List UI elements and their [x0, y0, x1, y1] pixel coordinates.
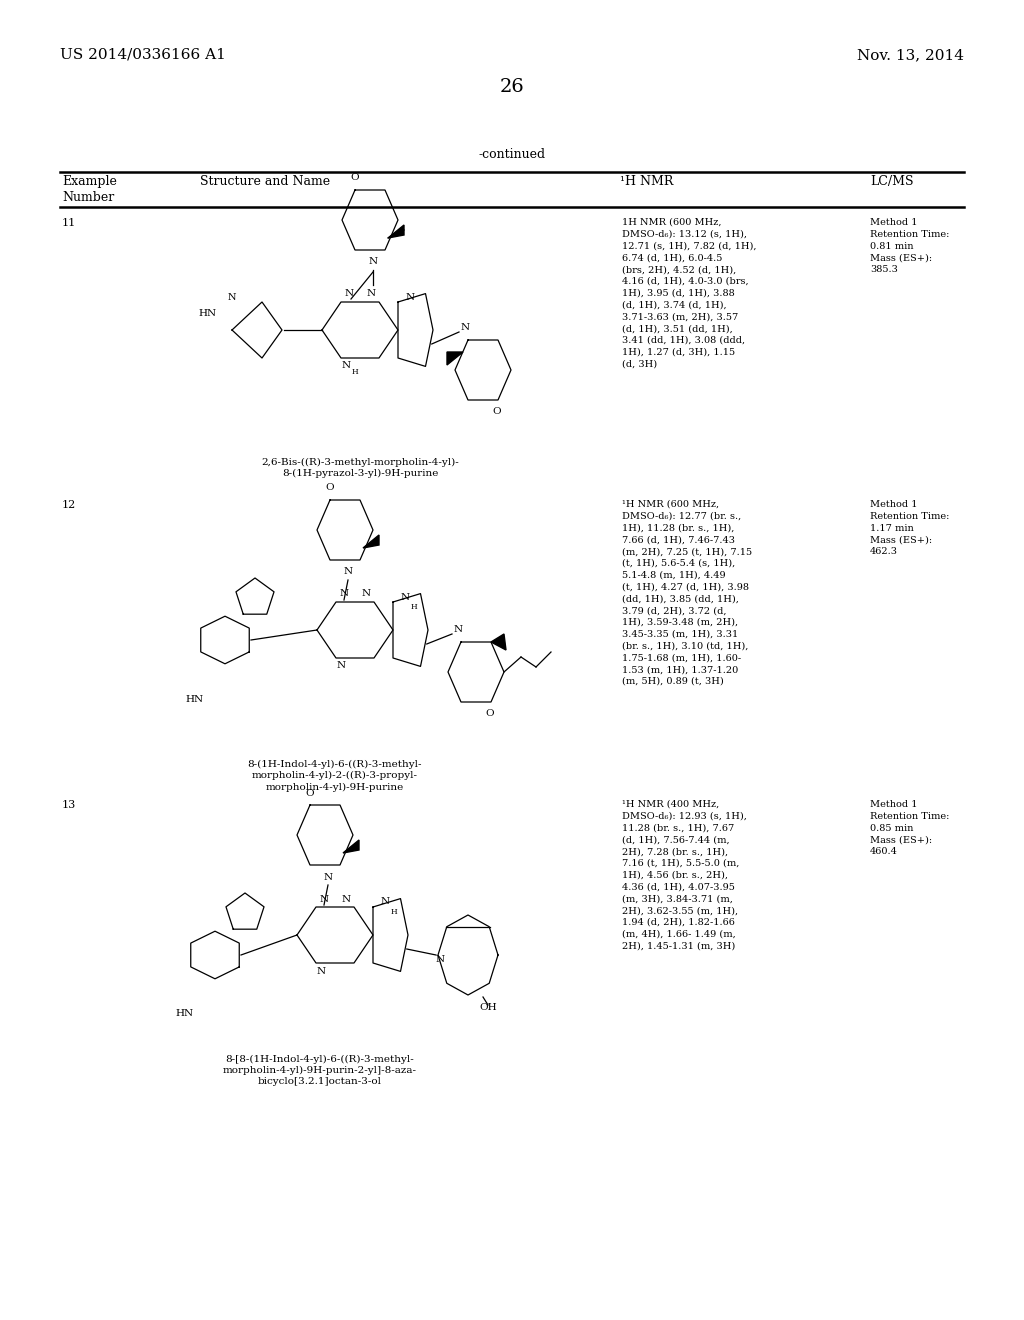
Text: ¹H NMR (600 MHz,
DMSO-d₆): 12.77 (br. s.,
1H), 11.28 (br. s., 1H),
7.66 (d, 1H),: ¹H NMR (600 MHz, DMSO-d₆): 12.77 (br. s.…	[622, 500, 752, 686]
Text: Method 1
Retention Time:
0.81 min
Mass (ES+):
385.3: Method 1 Retention Time: 0.81 min Mass (…	[870, 218, 949, 275]
Text: N: N	[381, 898, 390, 907]
Text: OH: OH	[479, 1002, 497, 1011]
Text: N: N	[361, 590, 371, 598]
Text: 26: 26	[500, 78, 524, 96]
Text: O: O	[326, 483, 334, 492]
Text: LC/MS: LC/MS	[870, 176, 913, 187]
Text: Method 1
Retention Time:
1.17 min
Mass (ES+):
462.3: Method 1 Retention Time: 1.17 min Mass (…	[870, 500, 949, 556]
Text: N: N	[454, 626, 463, 635]
Text: Nov. 13, 2014: Nov. 13, 2014	[857, 48, 964, 62]
Text: N: N	[316, 966, 326, 975]
Text: H: H	[390, 908, 397, 916]
Text: 1H NMR (600 MHz,
DMSO-d₆): 13.12 (s, 1H),
12.71 (s, 1H), 7.82 (d, 1H),
6.74 (d, : 1H NMR (600 MHz, DMSO-d₆): 13.12 (s, 1H)…	[622, 218, 757, 368]
Text: N: N	[324, 873, 333, 882]
Text: O: O	[306, 788, 314, 797]
Text: O: O	[350, 173, 359, 182]
Text: H: H	[351, 368, 358, 376]
Text: HN: HN	[199, 309, 217, 318]
Text: N: N	[227, 293, 237, 302]
Text: 8-(1H-Indol-4-yl)-6-((R)-3-methyl-
morpholin-4-yl)-2-((R)-3-propyl-
morpholin-4-: 8-(1H-Indol-4-yl)-6-((R)-3-methyl- morph…	[248, 760, 422, 792]
Text: N: N	[341, 895, 350, 903]
Text: N: N	[435, 956, 444, 965]
Text: N: N	[341, 362, 350, 371]
Text: Method 1
Retention Time:
0.85 min
Mass (ES+):
460.4: Method 1 Retention Time: 0.85 min Mass (…	[870, 800, 949, 857]
Text: 13: 13	[62, 800, 76, 810]
Text: N: N	[343, 568, 352, 577]
Text: 12: 12	[62, 500, 76, 510]
Text: 2,6-Bis-((R)-3-methyl-morpholin-4-yl)-
8-(1H-pyrazol-3-yl)-9H-purine: 2,6-Bis-((R)-3-methyl-morpholin-4-yl)- 8…	[261, 458, 459, 478]
Text: N: N	[406, 293, 415, 301]
Text: N: N	[369, 257, 378, 267]
Text: HN: HN	[175, 1008, 194, 1018]
Text: -continued: -continued	[478, 148, 546, 161]
Polygon shape	[490, 634, 506, 649]
Polygon shape	[388, 224, 404, 238]
Text: N: N	[367, 289, 376, 298]
Text: N: N	[339, 590, 348, 598]
Text: N: N	[344, 289, 353, 298]
Text: H: H	[411, 603, 417, 611]
Text: 11: 11	[62, 218, 76, 228]
Text: N: N	[319, 895, 329, 903]
Text: HN: HN	[185, 696, 203, 705]
Text: ¹H NMR (400 MHz,
DMSO-d₆): 12.93 (s, 1H),
11.28 (br. s., 1H), 7.67
(d, 1H), 7.56: ¹H NMR (400 MHz, DMSO-d₆): 12.93 (s, 1H)…	[622, 800, 746, 950]
Text: N: N	[337, 661, 345, 671]
Text: N: N	[401, 593, 410, 602]
Text: Structure and Name: Structure and Name	[200, 176, 330, 187]
Polygon shape	[447, 352, 463, 366]
Text: ¹H NMR: ¹H NMR	[620, 176, 674, 187]
Text: N: N	[461, 323, 470, 333]
Polygon shape	[343, 840, 359, 853]
Text: US 2014/0336166 A1: US 2014/0336166 A1	[60, 48, 226, 62]
Text: O: O	[485, 710, 495, 718]
Text: 8-[8-(1H-Indol-4-yl)-6-((R)-3-methyl-
morpholin-4-yl)-9H-purin-2-yl]-8-aza-
bicy: 8-[8-(1H-Indol-4-yl)-6-((R)-3-methyl- mo…	[223, 1055, 417, 1086]
Text: O: O	[493, 408, 502, 417]
Text: Example
Number: Example Number	[62, 176, 117, 205]
Polygon shape	[362, 535, 379, 548]
